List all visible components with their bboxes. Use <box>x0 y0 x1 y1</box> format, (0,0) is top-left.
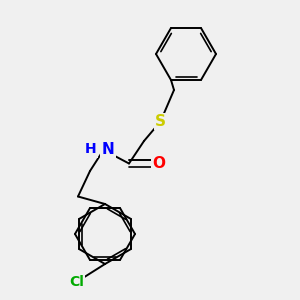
Text: H: H <box>85 142 97 156</box>
Text: O: O <box>152 156 165 171</box>
Text: Cl: Cl <box>69 275 84 289</box>
Text: S: S <box>155 114 166 129</box>
Text: N: N <box>102 142 114 158</box>
